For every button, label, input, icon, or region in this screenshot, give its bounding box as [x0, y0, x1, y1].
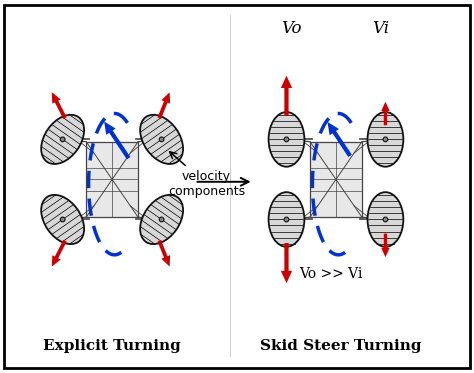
Text: Vo: Vo	[281, 20, 301, 37]
Text: Vo >> Vi: Vo >> Vi	[300, 267, 363, 280]
Ellipse shape	[284, 137, 289, 142]
Bar	[86, 142, 138, 217]
Ellipse shape	[41, 115, 84, 164]
Ellipse shape	[60, 137, 65, 142]
FancyArrow shape	[52, 240, 67, 267]
Ellipse shape	[159, 217, 164, 222]
FancyArrow shape	[281, 243, 292, 283]
Text: Skid Steer Turning: Skid Steer Turning	[260, 339, 421, 353]
Bar	[310, 142, 362, 217]
Ellipse shape	[140, 115, 183, 164]
Ellipse shape	[60, 217, 65, 222]
FancyArrow shape	[281, 76, 292, 116]
FancyArrow shape	[157, 92, 170, 119]
Ellipse shape	[269, 112, 304, 167]
FancyArrow shape	[328, 122, 352, 157]
Ellipse shape	[367, 192, 403, 247]
Text: Explicit Turning: Explicit Turning	[43, 339, 181, 353]
Ellipse shape	[367, 112, 403, 167]
Ellipse shape	[383, 217, 388, 222]
Ellipse shape	[159, 137, 164, 142]
FancyArrow shape	[381, 102, 390, 125]
Text: velocity
components: velocity components	[168, 152, 245, 198]
FancyArrow shape	[157, 240, 170, 267]
FancyBboxPatch shape	[4, 5, 470, 368]
FancyArrow shape	[381, 233, 390, 257]
FancyArrow shape	[52, 92, 67, 119]
Ellipse shape	[284, 217, 289, 222]
Text: Vi: Vi	[372, 20, 389, 37]
Ellipse shape	[269, 192, 304, 247]
Ellipse shape	[383, 137, 388, 142]
FancyArrow shape	[104, 122, 130, 159]
Ellipse shape	[41, 195, 84, 244]
Ellipse shape	[140, 195, 183, 244]
